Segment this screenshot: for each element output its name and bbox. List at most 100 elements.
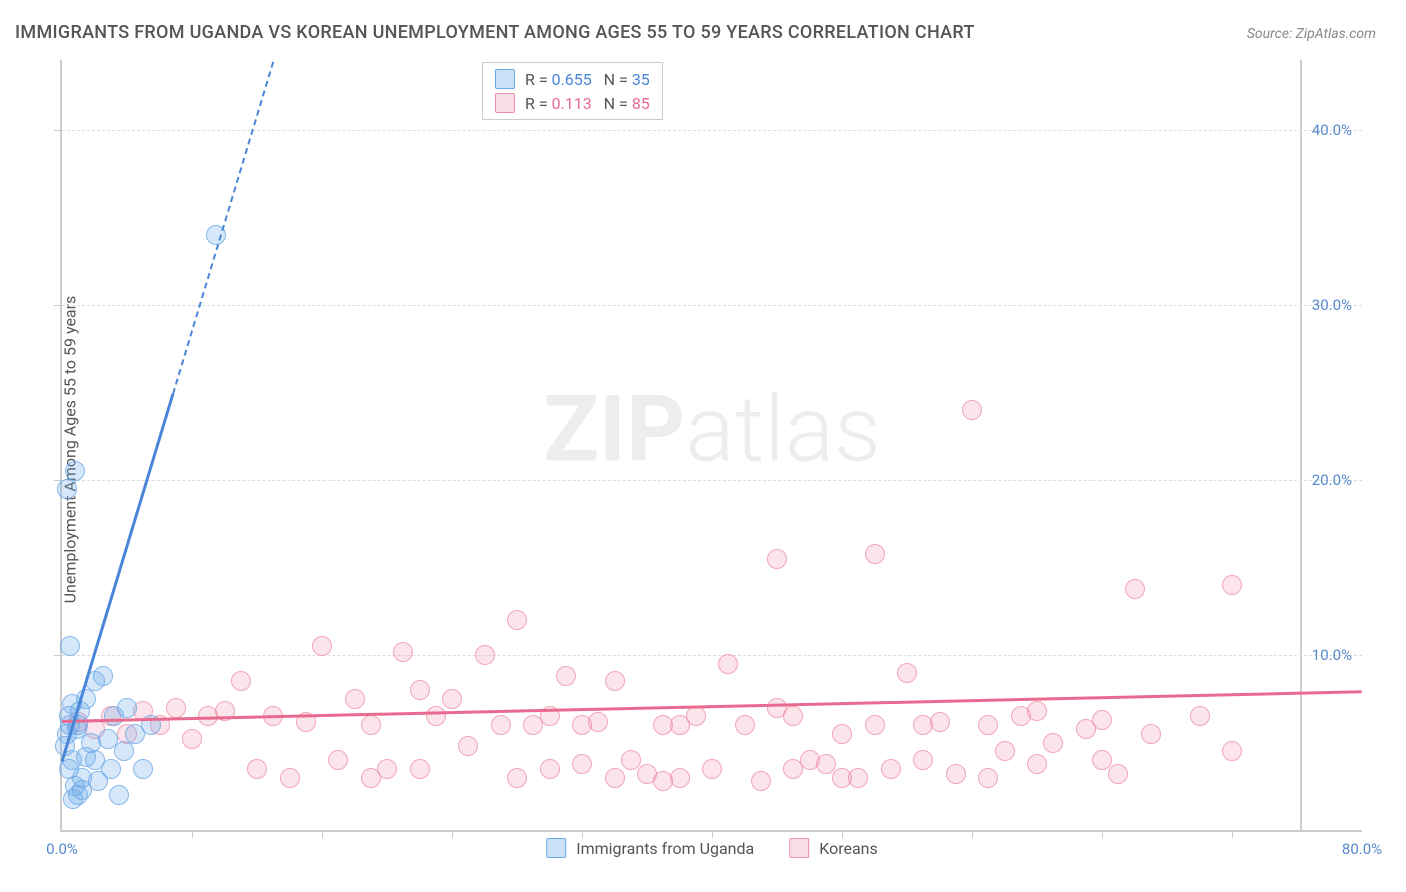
x-tick-mark — [192, 830, 193, 838]
scatter-point — [328, 750, 348, 770]
scatter-point — [231, 671, 251, 691]
scatter-point — [312, 636, 332, 656]
scatter-point — [345, 689, 365, 709]
y-tick-mark — [54, 130, 62, 131]
scatter-point — [393, 642, 413, 662]
y-tick-label: 30.0% — [1312, 296, 1352, 314]
legend-item: Immigrants from Uganda — [546, 836, 754, 860]
scatter-point — [109, 785, 129, 805]
scatter-point — [767, 698, 787, 718]
trend-line — [62, 690, 1362, 723]
scatter-point — [978, 768, 998, 788]
scatter-point — [865, 715, 885, 735]
scatter-point — [410, 680, 430, 700]
scatter-point — [117, 698, 137, 718]
x-tick-mark — [322, 830, 323, 838]
scatter-point — [913, 715, 933, 735]
scatter-point — [361, 715, 381, 735]
legend-row: R = 0.655 N = 35 — [495, 67, 650, 91]
legend-swatch — [789, 838, 809, 858]
scatter-point — [280, 768, 300, 788]
scatter-point — [410, 759, 430, 779]
scatter-point — [1043, 733, 1063, 753]
scatter-point — [572, 754, 592, 774]
scatter-point — [718, 654, 738, 674]
scatter-point — [735, 715, 755, 735]
legend-label: Koreans — [819, 839, 878, 858]
legend-row: R = 0.113 N = 85 — [495, 91, 650, 115]
scatter-point — [1092, 750, 1112, 770]
scatter-point — [1027, 754, 1047, 774]
scatter-point — [93, 666, 113, 686]
scatter-point — [166, 698, 186, 718]
right-axis-line — [1300, 60, 1302, 830]
plot-area: ZIPatlas R = 0.655 N = 35R = 0.113 N = 8… — [60, 60, 1362, 832]
scatter-point — [114, 741, 134, 761]
y-tick-label: 10.0% — [1312, 646, 1352, 664]
scatter-point — [783, 759, 803, 779]
x-tick-mark — [712, 830, 713, 838]
scatter-point — [247, 759, 267, 779]
legend-text: R = 0.113 N = 85 — [525, 94, 650, 113]
series-legend: Immigrants from Uganda Koreans — [546, 836, 878, 860]
chart-title: IMMIGRANTS FROM UGANDA VS KOREAN UNEMPLO… — [15, 22, 975, 43]
scatter-point — [946, 764, 966, 784]
scatter-point — [962, 400, 982, 420]
legend-swatch — [546, 838, 566, 858]
scatter-point — [361, 768, 381, 788]
x-tick-mark — [452, 830, 453, 838]
x-tick-label: 0.0% — [46, 840, 78, 858]
scatter-point — [458, 736, 478, 756]
scatter-point — [442, 689, 462, 709]
legend-label: Immigrants from Uganda — [576, 839, 754, 858]
scatter-point — [913, 750, 933, 770]
x-tick-mark — [842, 830, 843, 838]
scatter-point — [507, 610, 527, 630]
scatter-point — [426, 706, 446, 726]
scatter-point — [767, 549, 787, 569]
y-tick-mark — [54, 655, 62, 656]
legend-swatch — [495, 93, 515, 113]
scatter-point — [85, 750, 105, 770]
scatter-point — [605, 768, 625, 788]
y-tick-label: 20.0% — [1312, 471, 1352, 489]
scatter-point — [572, 715, 592, 735]
scatter-point — [702, 759, 722, 779]
scatter-point — [1222, 575, 1242, 595]
gridline — [62, 655, 1362, 656]
scatter-point — [556, 666, 576, 686]
scatter-point — [865, 544, 885, 564]
scatter-point — [832, 768, 852, 788]
source-label: Source: ZipAtlas.com — [1247, 26, 1376, 42]
scatter-point — [897, 663, 917, 683]
scatter-point — [1108, 764, 1128, 784]
scatter-point — [995, 741, 1015, 761]
legend-item: Koreans — [789, 836, 878, 860]
scatter-point — [1027, 701, 1047, 721]
scatter-point — [63, 789, 83, 809]
scatter-point — [540, 759, 560, 779]
y-tick-mark — [54, 305, 62, 306]
scatter-point — [605, 671, 625, 691]
scatter-point — [751, 771, 771, 791]
scatter-point — [60, 636, 80, 656]
legend-swatch — [495, 69, 515, 89]
gridline — [62, 480, 1362, 481]
x-tick-mark — [582, 830, 583, 838]
scatter-point — [978, 715, 998, 735]
scatter-point — [621, 750, 641, 770]
scatter-point — [57, 479, 77, 499]
legend-text: R = 0.655 N = 35 — [525, 70, 650, 89]
scatter-point — [1125, 579, 1145, 599]
x-tick-label: 80.0% — [1342, 840, 1382, 858]
gridline — [62, 305, 1362, 306]
scatter-point — [832, 724, 852, 744]
scatter-point — [182, 729, 202, 749]
scatter-point — [133, 759, 153, 779]
scatter-point — [1092, 710, 1112, 730]
correlation-legend: R = 0.655 N = 35 R = 0.113 N = 85 — [482, 62, 663, 120]
trend-line — [172, 61, 274, 394]
y-tick-label: 40.0% — [1312, 121, 1352, 139]
scatter-point — [881, 759, 901, 779]
gridline — [62, 130, 1362, 131]
